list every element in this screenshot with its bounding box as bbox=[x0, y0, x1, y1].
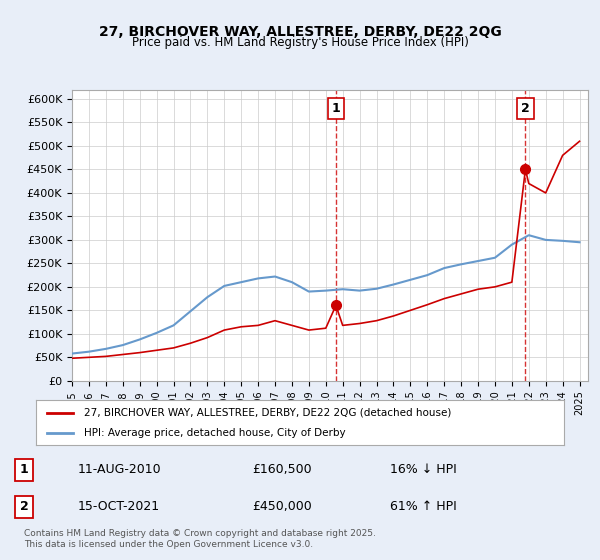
Text: 11-AUG-2010: 11-AUG-2010 bbox=[78, 464, 161, 477]
Text: 27, BIRCHOVER WAY, ALLESTREE, DERBY, DE22 2QG: 27, BIRCHOVER WAY, ALLESTREE, DERBY, DE2… bbox=[98, 25, 502, 39]
Text: 2: 2 bbox=[20, 500, 28, 514]
Text: 16% ↓ HPI: 16% ↓ HPI bbox=[390, 464, 457, 477]
Text: 1: 1 bbox=[20, 464, 28, 477]
Text: 27, BIRCHOVER WAY, ALLESTREE, DERBY, DE22 2QG (detached house): 27, BIRCHOVER WAY, ALLESTREE, DERBY, DE2… bbox=[83, 408, 451, 418]
Text: 15-OCT-2021: 15-OCT-2021 bbox=[78, 500, 160, 514]
Text: £450,000: £450,000 bbox=[252, 500, 312, 514]
Text: 2: 2 bbox=[521, 102, 530, 115]
Text: Price paid vs. HM Land Registry's House Price Index (HPI): Price paid vs. HM Land Registry's House … bbox=[131, 36, 469, 49]
Text: 1: 1 bbox=[332, 102, 340, 115]
Text: £160,500: £160,500 bbox=[252, 464, 311, 477]
Text: 61% ↑ HPI: 61% ↑ HPI bbox=[390, 500, 457, 514]
Text: Contains HM Land Registry data © Crown copyright and database right 2025.
This d: Contains HM Land Registry data © Crown c… bbox=[24, 529, 376, 549]
Text: HPI: Average price, detached house, City of Derby: HPI: Average price, detached house, City… bbox=[83, 428, 345, 438]
